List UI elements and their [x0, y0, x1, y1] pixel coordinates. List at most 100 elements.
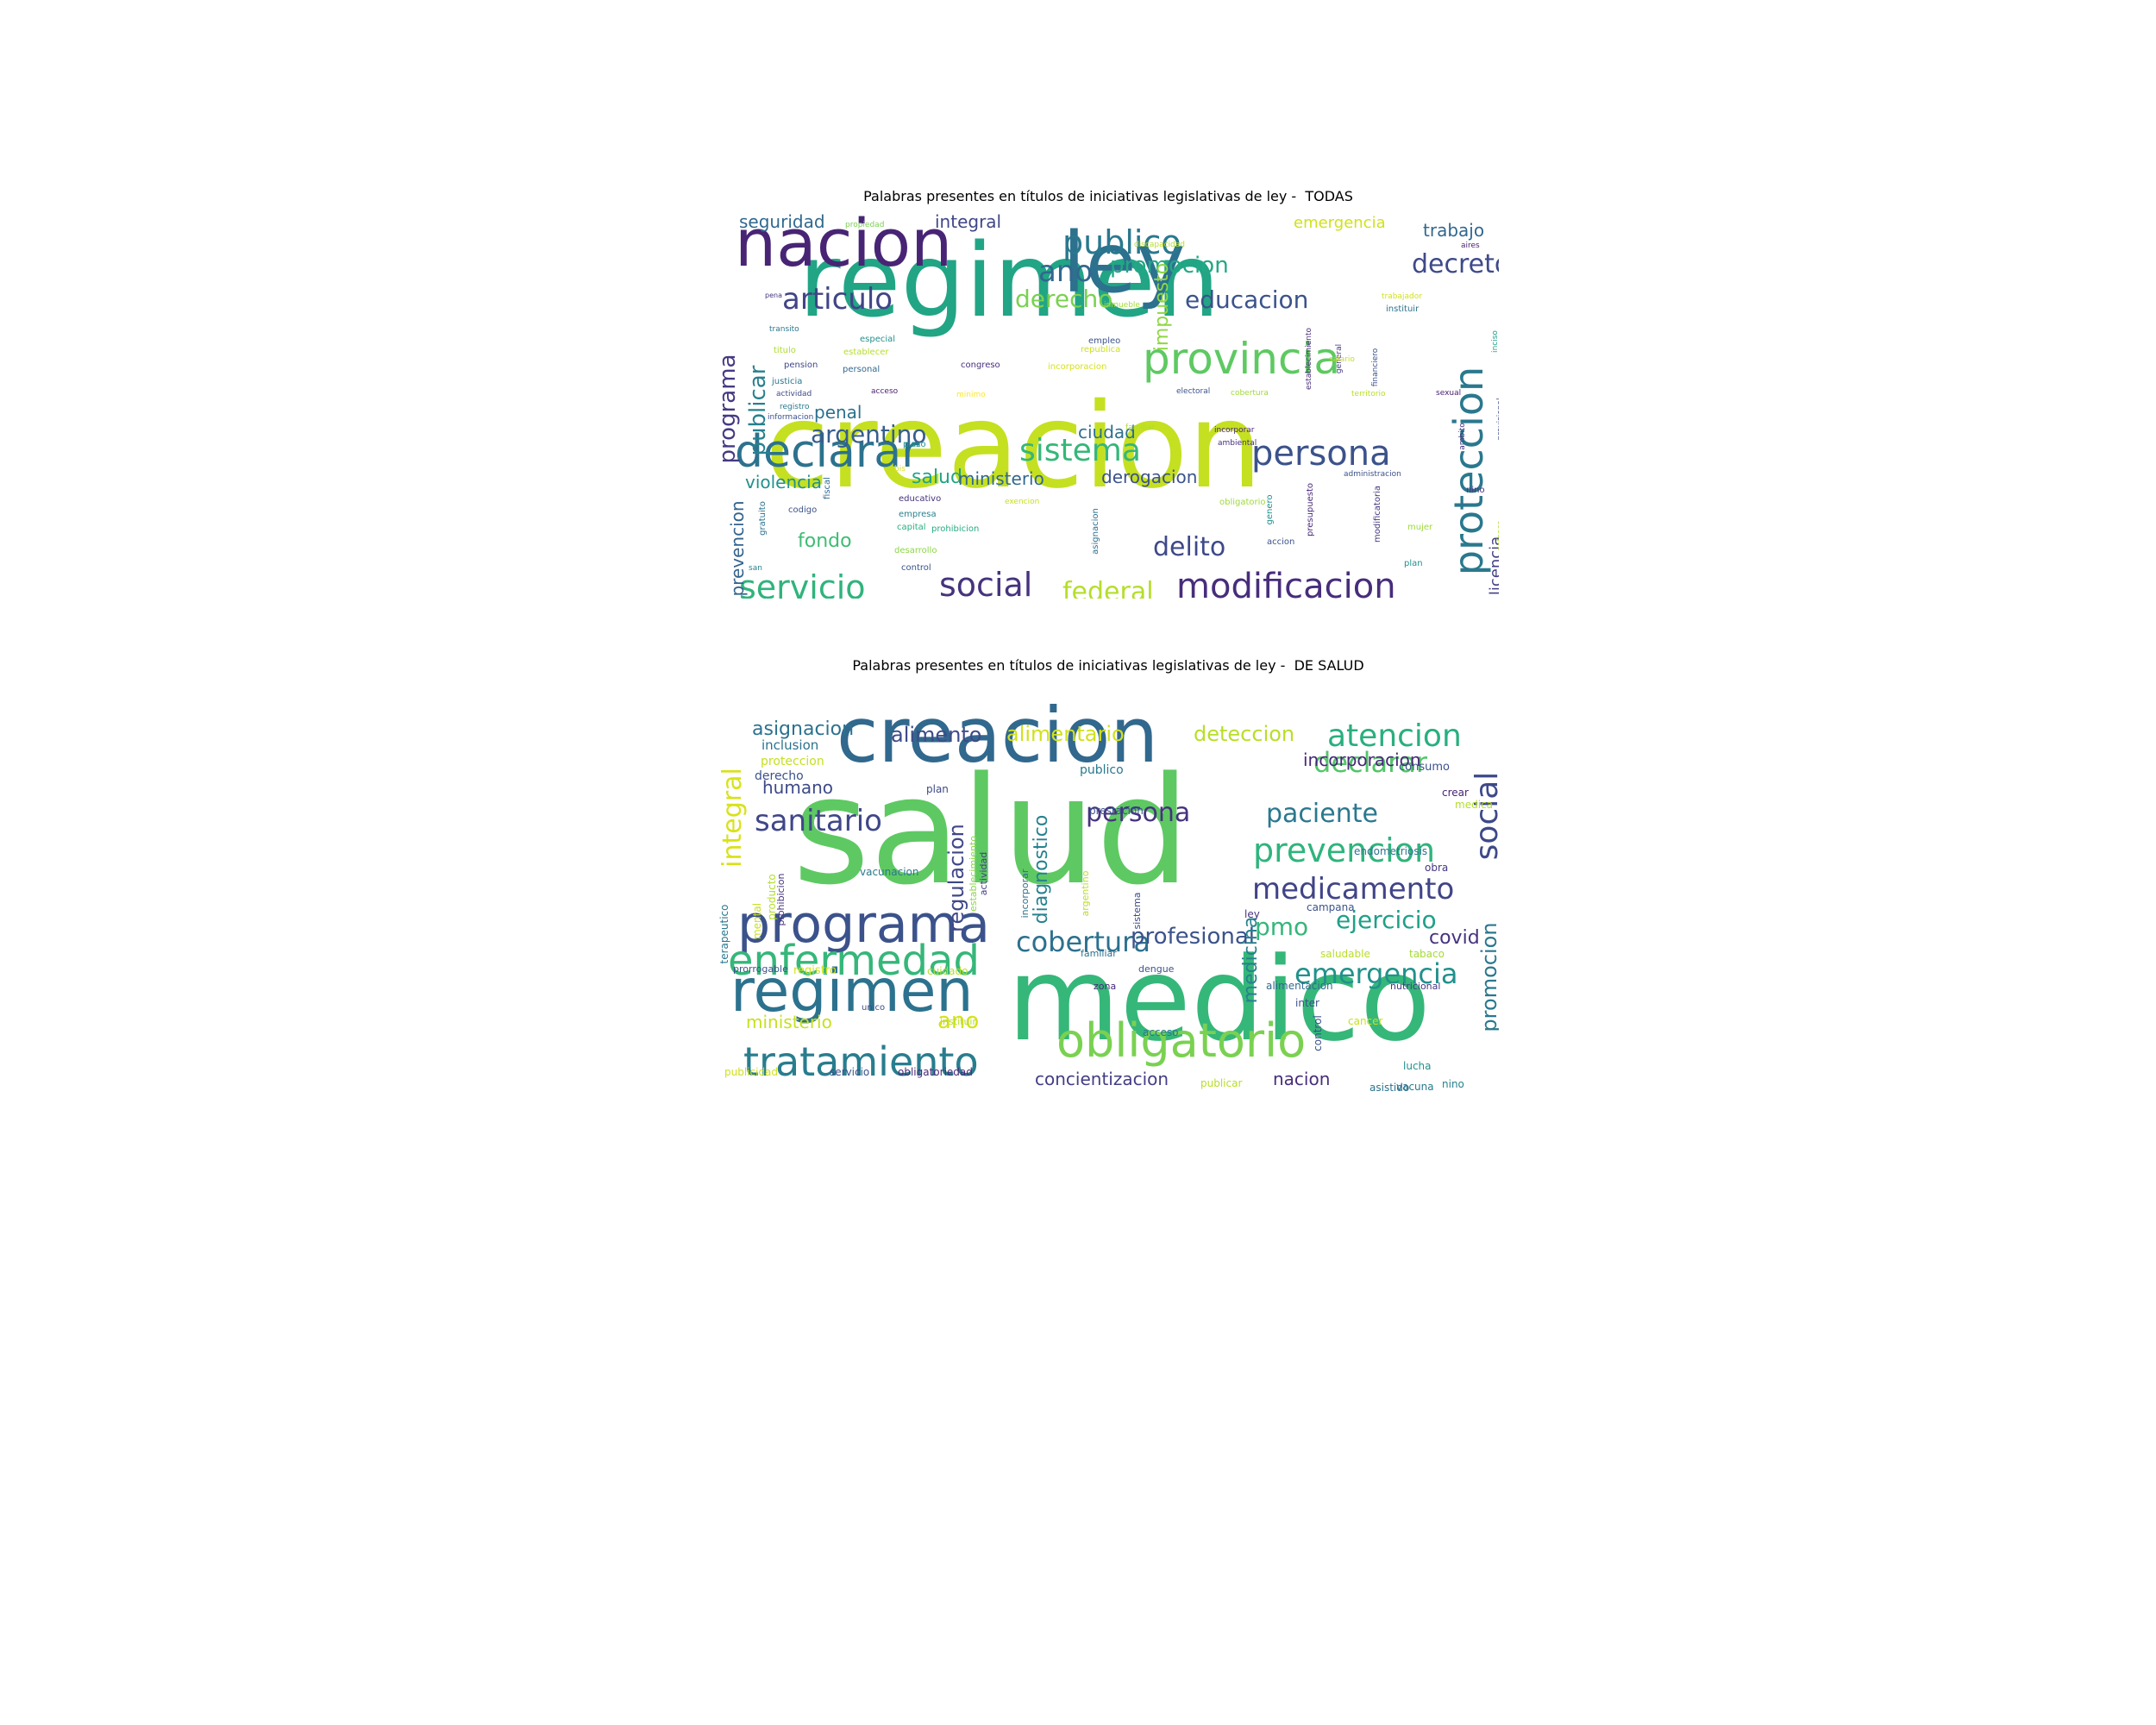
- word-accion: accion: [1267, 537, 1294, 547]
- word-genero: genero: [1265, 495, 1275, 525]
- word-especial: especial: [860, 335, 895, 344]
- word-empleo: empleo: [1088, 336, 1120, 346]
- word-actividad: actividad: [776, 390, 812, 398]
- word-programa: programa: [718, 354, 741, 464]
- panel-title: Palabras presentes en títulos de iniciat…: [863, 188, 1353, 204]
- word-endometriosis: endometriosis: [1354, 845, 1427, 857]
- word-cloud: salud medico creacion regimen programa obliga…: [718, 680, 1499, 1104]
- word-concientizacion: concientizacion: [1035, 1069, 1169, 1089]
- word-inter: inter: [1295, 997, 1319, 1009]
- word-medico: medico: [1007, 932, 1431, 1067]
- word-ano: ano: [1038, 254, 1093, 289]
- word-lucha: lucha: [1403, 1060, 1432, 1072]
- word-delito: delito: [1153, 532, 1225, 562]
- word-prestacion: prestacion: [1089, 805, 1144, 817]
- word-registro: registro: [793, 964, 837, 977]
- word-crear: crear: [1442, 787, 1469, 799]
- word-persona: persona: [1086, 798, 1190, 828]
- word-alimento: alimento: [891, 723, 982, 747]
- word-impuesto: impuesto: [1151, 263, 1173, 352]
- word-prorrogable: prorrogable: [733, 963, 788, 975]
- word-prevencion: prevencion: [727, 500, 748, 596]
- word-vacuna: vacuna: [1396, 1081, 1434, 1093]
- word-tratamiento: tratamiento: [743, 1038, 979, 1085]
- word-alimentario: alimentario: [1006, 722, 1125, 746]
- word-san: san: [749, 564, 762, 573]
- word-pena: pena: [765, 292, 782, 299]
- word-obligatorio: obligatorio: [1219, 498, 1266, 507]
- word-educativo: educativo: [899, 494, 941, 504]
- word-penal: penal: [814, 402, 862, 423]
- word-social: social: [1470, 772, 1499, 861]
- word-enfermedad: enfermedad: [728, 937, 980, 985]
- word-medicina: medicina: [1240, 917, 1262, 1004]
- word-derecho: derecho: [755, 769, 804, 783]
- word-atencion: atencion: [1327, 718, 1462, 754]
- word-incorporar: incorporar: [1019, 869, 1031, 918]
- word-sexual: sexual: [1436, 389, 1461, 398]
- word-trabajo: trabajo: [1423, 220, 1484, 241]
- word-familiar: familiar: [1125, 423, 1155, 432]
- word-asignacion: asignacion: [1091, 508, 1100, 555]
- word-regimen: regimen: [799, 221, 1220, 340]
- word-publico: publico: [1062, 223, 1181, 261]
- word-mujer: mujer: [1407, 523, 1433, 532]
- word-seguridad: seguridad: [739, 211, 825, 232]
- word-servicio: servicio: [830, 1066, 869, 1078]
- word-establecer: establecer: [843, 348, 889, 357]
- word-personal: personal: [843, 365, 880, 374]
- word-instituir: instituir: [940, 1016, 976, 1027]
- word-actividad: actividad: [978, 852, 989, 895]
- word-modificatoria: modificatoria: [1373, 486, 1382, 543]
- word-acceso: acceso: [1143, 1026, 1179, 1038]
- word-decreto: decreto: [1412, 249, 1499, 279]
- word-obligatorio: obligatorio: [1056, 1013, 1306, 1068]
- word-justicia: justicia: [771, 377, 802, 386]
- word-nacion: nacion: [1273, 1069, 1330, 1089]
- word-cancer: cancer: [1348, 1015, 1383, 1027]
- word-ministerio: ministerio: [746, 1012, 832, 1032]
- word-salario: salario: [1329, 355, 1355, 364]
- word-educacion: educacion: [1185, 285, 1308, 314]
- word-informacion: informacion: [768, 413, 813, 422]
- word-salud: salud: [793, 744, 1190, 918]
- word-bis: bis: [894, 465, 906, 474]
- word-ley: ley: [1062, 215, 1186, 311]
- word-trabajador: trabajador: [1382, 292, 1422, 301]
- word-fiscal: fiscal: [823, 477, 832, 499]
- word-presupuesto: presupuesto: [1306, 483, 1315, 536]
- word-regulacion: regulacion: [944, 824, 968, 932]
- word-medicamento: medicamento: [1252, 872, 1454, 906]
- word-sistema: sistema: [1131, 892, 1143, 929]
- word-incorporar: incorporar: [1214, 426, 1255, 435]
- word-aires: aires: [1461, 242, 1480, 250]
- word-cloud: regimen creacion nacion ley provincia declara…: [718, 204, 1499, 599]
- word-diagnostico: diagnostico: [1031, 815, 1052, 925]
- word-derecho: derecho: [1015, 285, 1112, 313]
- word-nacion: nacion: [735, 204, 952, 281]
- word-obra: obra: [1425, 862, 1448, 874]
- word-ciudad: ciudad: [1078, 422, 1136, 442]
- word-provisional: provisional: [1496, 398, 1499, 441]
- word-cobertura: cobertura: [1231, 389, 1269, 398]
- word-capital: capital: [897, 523, 926, 532]
- word-prohibicion: prohibicion: [775, 874, 787, 926]
- word-modificacion: modificacion: [1176, 567, 1396, 599]
- word-violencia: violencia: [745, 472, 822, 492]
- word-emergencia: emergencia: [1294, 957, 1458, 990]
- word-desarrollo: desarrollo: [894, 546, 937, 555]
- word-control: control: [1312, 1015, 1324, 1051]
- word-instituir: instituir: [1386, 304, 1420, 314]
- word-cuidado: cuidado: [927, 965, 968, 977]
- word-declarar: declarar: [1313, 746, 1428, 779]
- word-ley: ley: [1244, 908, 1260, 920]
- word-ambito: ambito: [1458, 423, 1467, 450]
- word-publico: publico: [1080, 763, 1124, 777]
- word-sistema: sistema: [1019, 433, 1141, 468]
- word-dengue: dengue: [1138, 963, 1175, 975]
- word-terapeutico: terapeutico: [718, 905, 730, 964]
- word-creacion: creacion: [837, 691, 1158, 780]
- word-tabaco: tabaco: [1409, 948, 1445, 960]
- word-inmueble: inmueble: [1104, 301, 1140, 310]
